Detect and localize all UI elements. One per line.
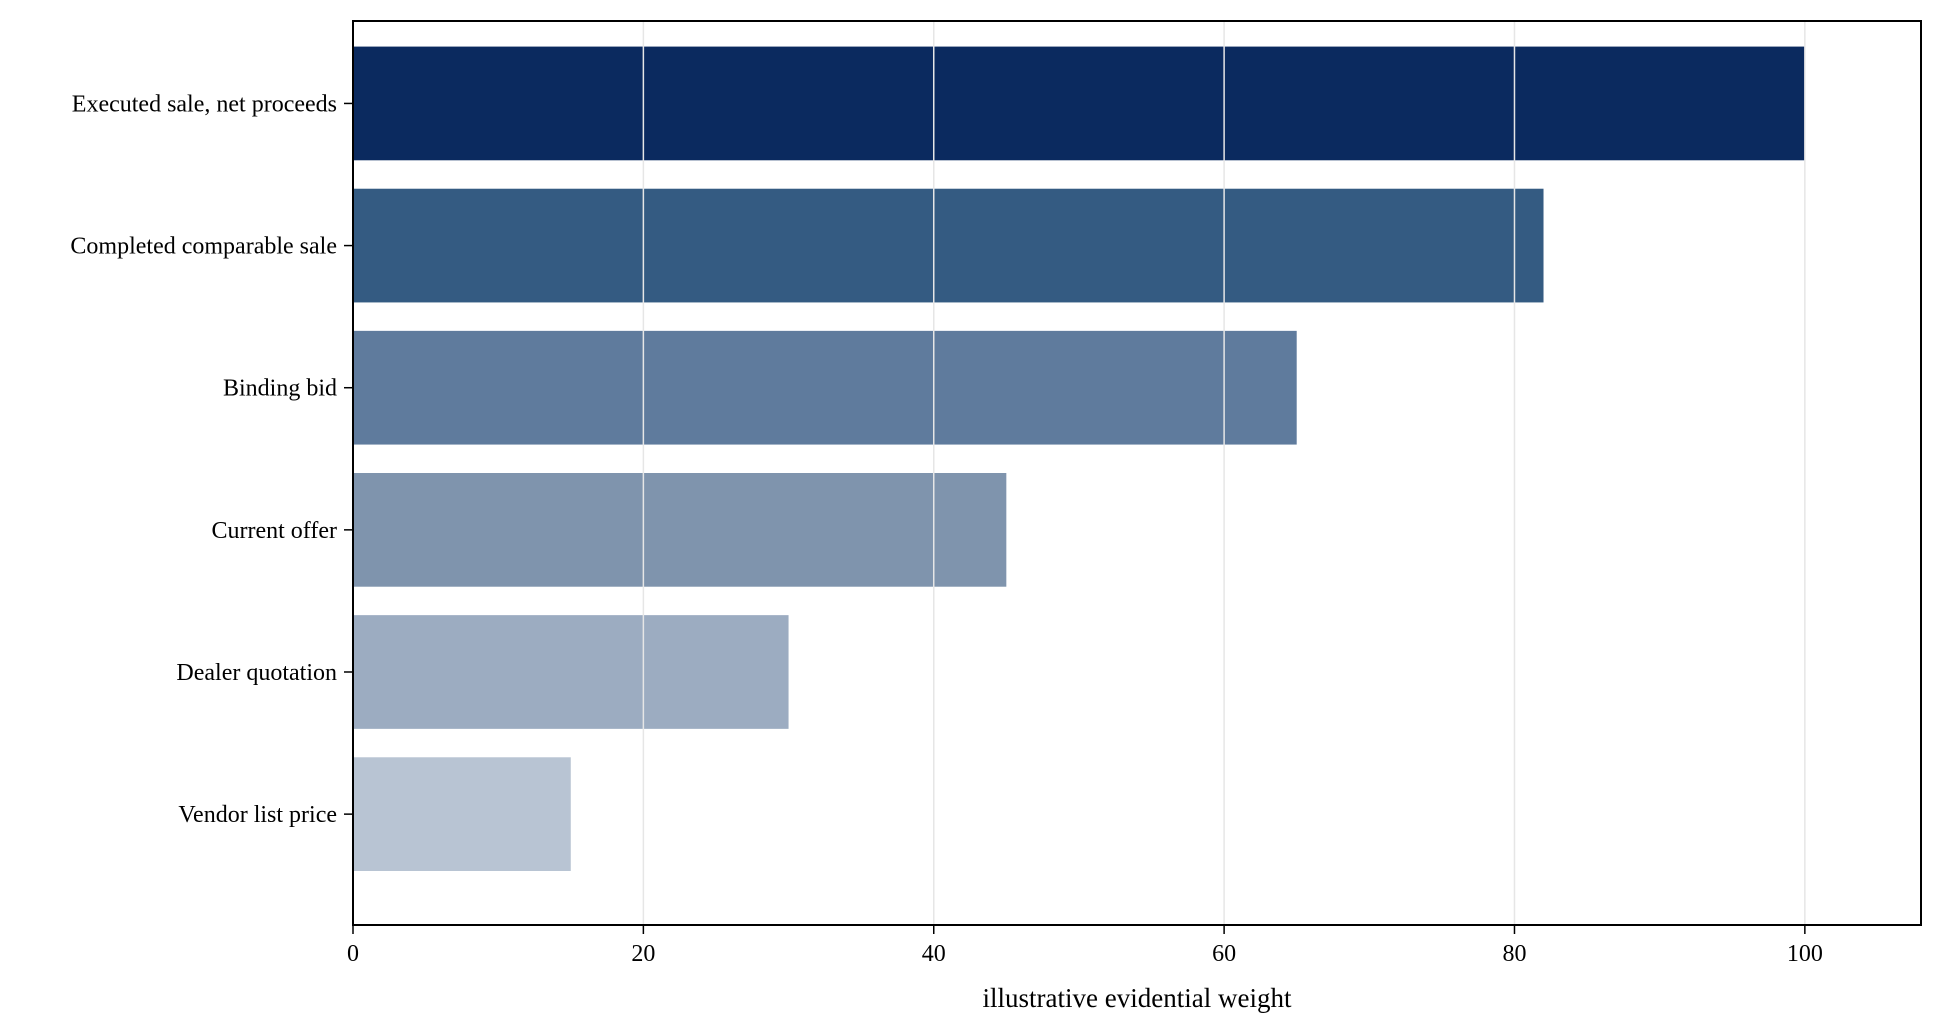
x-tick-label: 0 [347,941,359,967]
x-tick-label: 20 [631,941,655,967]
x-tick-label: 80 [1502,941,1526,967]
bar-3 [353,473,1007,587]
x-axis-title: illustrative evidential weight [983,983,1292,1013]
y-tick-label: Dealer quotation [176,660,337,686]
bar-2 [353,330,1297,445]
plot-frame [352,20,1922,926]
x-tick-label: 60 [1212,941,1236,967]
bar-0 [353,46,1805,161]
x-tick-label: 40 [922,941,946,967]
grid-lines [642,21,1806,925]
x-axis: 0 20 40 60 80 100 [347,925,1823,967]
y-tick-label: Executed sale, net proceeds [72,91,337,117]
y-tick-label: Completed comparable sale [70,234,337,260]
x-tick-label: 100 [1787,941,1823,967]
bar-4 [353,615,789,729]
bar-5 [353,757,571,871]
y-tick-label: Vendor list price [178,802,337,828]
y-axis: Executed sale, net proceeds Completed com… [70,91,353,828]
y-tick-label: Binding bid [223,376,337,402]
y-tick-label: Current offer [211,518,337,544]
bar-1 [353,188,1544,303]
bars [353,46,1805,871]
